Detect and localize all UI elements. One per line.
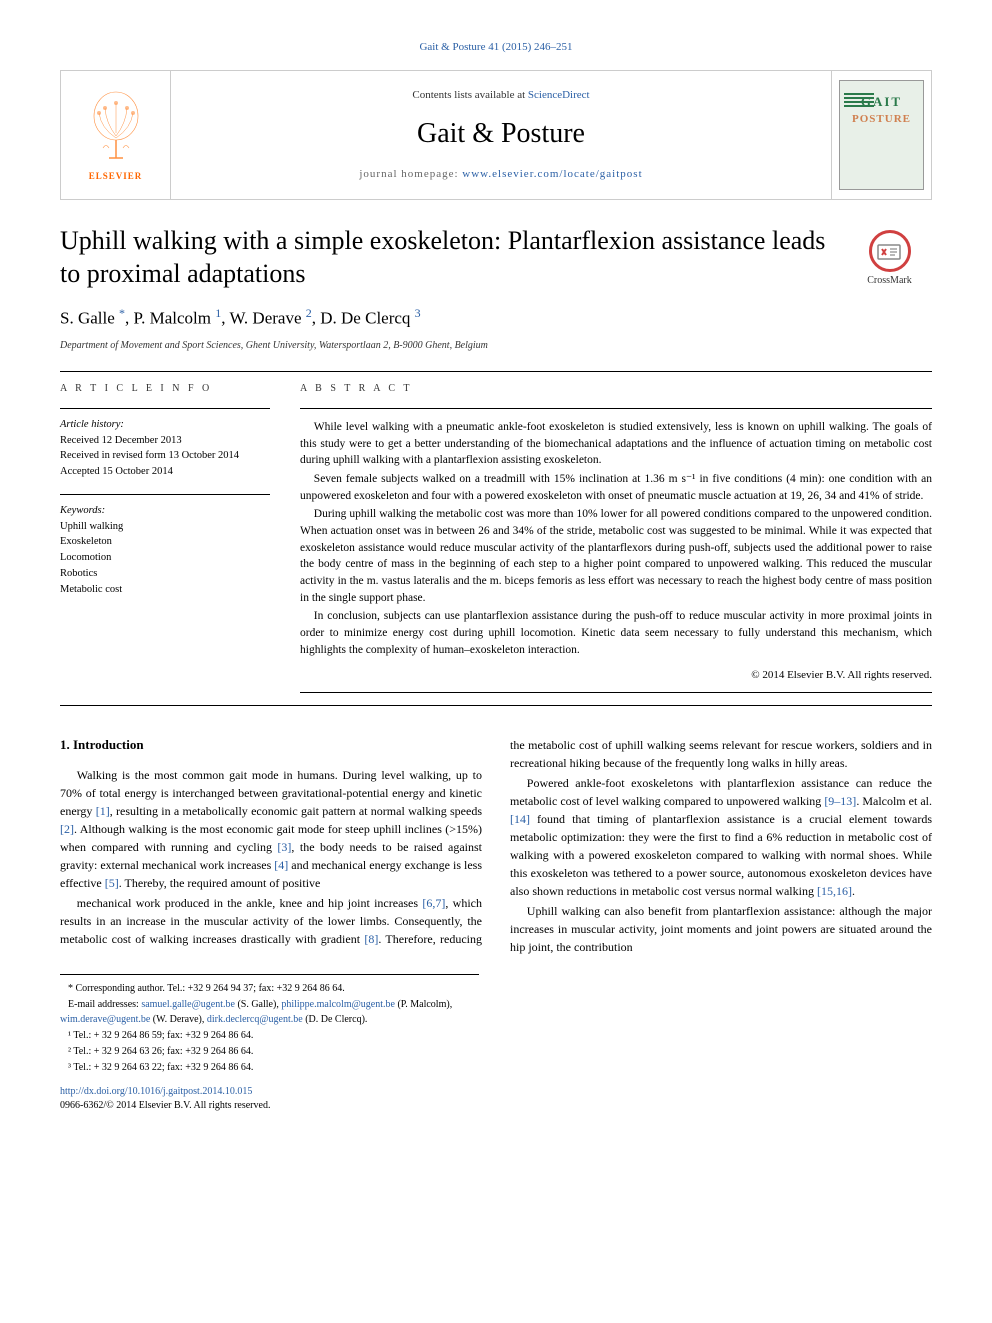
affiliation: Department of Movement and Sport Science… [60, 339, 932, 353]
author-name: S. Galle [60, 309, 119, 328]
author-name: W. Derave [229, 309, 305, 328]
keyword-item: Robotics [60, 566, 270, 582]
body-paragraph: Powered ankle-foot exoskeletons with pla… [510, 774, 932, 900]
cover-thumbnail: GAIT POSTURE [831, 71, 931, 199]
homepage-link[interactable]: www.elsevier.com/locate/gaitpost [462, 168, 642, 180]
contents-line: Contents lists available at ScienceDirec… [181, 88, 821, 103]
abstract-column: A B S T R A C T While level walking with… [300, 382, 932, 693]
author-mark[interactable]: 1 [215, 306, 221, 320]
crossmark-label: CrossMark [847, 274, 932, 288]
abstract-paragraph: Seven female subjects walked on a treadm… [300, 471, 932, 504]
homepage-line: journal homepage: www.elsevier.com/locat… [181, 167, 821, 182]
cover-title-line2: POSTURE [852, 112, 911, 127]
sciencedirect-link[interactable]: ScienceDirect [528, 89, 590, 101]
abstract-paragraph: In conclusion, subjects can use plantarf… [300, 608, 932, 658]
email-link[interactable]: dirk.declercq@ugent.be [207, 1014, 303, 1025]
intro-heading: 1. Introduction [60, 736, 482, 754]
tel-footnote: ² Tel.: + 32 9 264 63 26; fax: +32 9 264… [60, 1044, 479, 1059]
footnotes: * Corresponding author. Tel.: +32 9 264 … [60, 974, 479, 1075]
keywords-block: Keywords: Uphill walkingExoskeletonLocom… [60, 503, 270, 598]
ref-link[interactable]: [15,16] [817, 884, 852, 898]
ref-link[interactable]: [3] [277, 840, 291, 854]
email-addresses: E-mail addresses: samuel.galle@ugent.be … [60, 997, 479, 1027]
ref-link[interactable]: [5] [105, 876, 119, 890]
abstract-paragraph: During uphill walking the metabolic cost… [300, 506, 932, 606]
article-history: Article history: Received 12 December 20… [60, 417, 270, 480]
ref-link[interactable]: [9–13] [824, 794, 856, 808]
publisher-logo: ELSEVIER [61, 71, 171, 199]
abstract-text: While level walking with a pneumatic ank… [300, 419, 932, 658]
author-name: P. Malcolm [134, 309, 216, 328]
author-mark[interactable]: * [119, 306, 125, 320]
author-name: D. De Clercq [320, 309, 414, 328]
keyword-item: Uphill walking [60, 519, 270, 535]
ref-link[interactable]: [1] [96, 804, 110, 818]
revised-date: Received in revised form 13 October 2014 [60, 448, 270, 464]
cover-image: GAIT POSTURE [839, 80, 924, 190]
intro-text: Walking is the most common gait mode in … [60, 736, 932, 956]
article-info-label: A R T I C L E I N F O [60, 382, 270, 396]
corresponding-author: * Corresponding author. Tel.: +32 9 264 … [60, 981, 479, 996]
author-mark[interactable]: 2 [306, 306, 312, 320]
keyword-item: Locomotion [60, 550, 270, 566]
email-link[interactable]: wim.derave@ugent.be [60, 1014, 150, 1025]
crossmark-badge[interactable]: CrossMark [847, 230, 932, 288]
elsevier-tree-icon [81, 88, 151, 168]
publisher-name: ELSEVIER [89, 170, 143, 183]
citation-link[interactable]: Gait & Posture 41 (2015) 246–251 [419, 41, 572, 53]
crossmark-icon [869, 230, 911, 272]
keyword-item: Metabolic cost [60, 582, 270, 598]
keywords-heading: Keywords: [60, 503, 270, 519]
issn-copyright: 0966-6362/© 2014 Elsevier B.V. All right… [60, 1100, 270, 1111]
ref-link[interactable]: [14] [510, 812, 530, 826]
author-mark[interactable]: 3 [415, 306, 421, 320]
divider-main [60, 705, 932, 706]
ref-link[interactable]: [8] [364, 932, 378, 946]
ref-link[interactable]: [2] [60, 822, 74, 836]
journal-center: Contents lists available at ScienceDirec… [171, 78, 831, 192]
body-paragraph: Walking is the most common gait mode in … [60, 766, 482, 892]
article-info-column: A R T I C L E I N F O Article history: R… [60, 382, 270, 693]
history-heading: Article history: [60, 417, 270, 433]
divider [60, 371, 932, 372]
tel-footnote: ³ Tel.: + 32 9 264 63 22; fax: +32 9 264… [60, 1060, 479, 1075]
ref-link[interactable]: [6,7] [422, 896, 445, 910]
doi-block: http://dx.doi.org/10.1016/j.gaitpost.201… [60, 1085, 932, 1113]
email-link[interactable]: philippe.malcolm@ugent.be [281, 999, 395, 1010]
body-paragraph: Uphill walking can also benefit from pla… [510, 902, 932, 956]
journal-name: Gait & Posture [181, 114, 821, 153]
article-title: Uphill walking with a simple exoskeleton… [60, 225, 837, 290]
journal-header: ELSEVIER Contents lists available at Sci… [60, 70, 932, 200]
received-date: Received 12 December 2013 [60, 433, 270, 449]
keyword-item: Exoskeleton [60, 534, 270, 550]
authors-line: S. Galle *, P. Malcolm 1, W. Derave 2, D… [60, 305, 932, 330]
contents-prefix: Contents lists available at [412, 89, 527, 101]
email-link[interactable]: samuel.galle@ugent.be [141, 999, 235, 1010]
abstract-paragraph: While level walking with a pneumatic ank… [300, 419, 932, 469]
abstract-label: A B S T R A C T [300, 382, 932, 396]
accepted-date: Accepted 15 October 2014 [60, 464, 270, 480]
ref-link[interactable]: [4] [274, 858, 288, 872]
abstract-copyright: © 2014 Elsevier B.V. All rights reserved… [300, 668, 932, 683]
doi-link[interactable]: http://dx.doi.org/10.1016/j.gaitpost.201… [60, 1086, 252, 1097]
tel-footnote: ¹ Tel.: + 32 9 264 86 59; fax: +32 9 264… [60, 1028, 479, 1043]
homepage-prefix: journal homepage: [359, 168, 462, 180]
top-citation-link: Gait & Posture 41 (2015) 246–251 [60, 40, 932, 55]
